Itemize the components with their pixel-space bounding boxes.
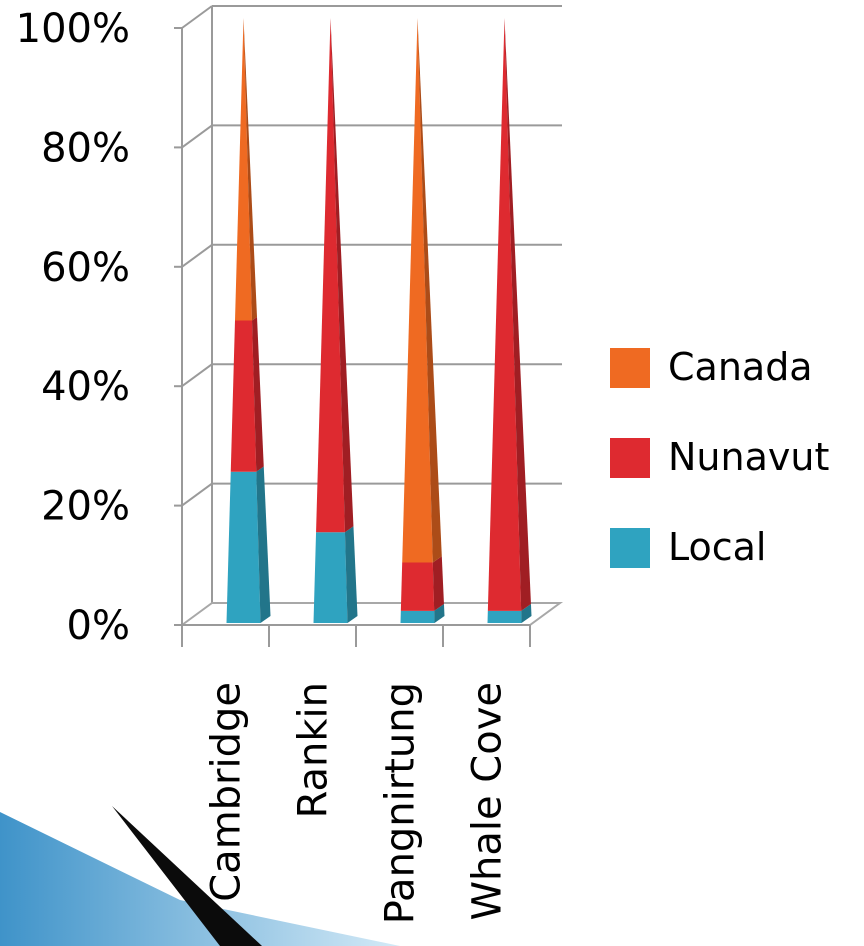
x-tick-label: Cambridge — [204, 682, 250, 902]
slide-corner-decoration — [0, 806, 400, 946]
bar-segment-canada — [402, 18, 433, 563]
bar-segment-local — [400, 610, 435, 623]
bar-segment-side-nunavut — [252, 317, 264, 472]
bar-segment-side-local — [521, 604, 532, 623]
bar-segment-side-local — [344, 526, 358, 623]
bar-segment-nunavut — [487, 18, 522, 611]
legend-item-local: Local — [610, 525, 767, 569]
y-tick-label: 20% — [41, 484, 130, 530]
legend-label: Nunavut — [668, 435, 829, 479]
bar-segment-side-nunavut — [432, 556, 444, 611]
legend-swatch — [610, 528, 650, 568]
bar-segment-side-nunavut — [330, 18, 354, 533]
bar-segment-side-nunavut — [504, 18, 531, 611]
y-tick-label: 80% — [41, 125, 130, 171]
y-tick-label: 40% — [41, 364, 130, 410]
gridline-diagonal — [181, 243, 213, 268]
bar-segment-side-canada — [417, 18, 442, 563]
legend-label: Local — [668, 525, 767, 569]
bar-segment-side-local — [434, 604, 445, 623]
legend-swatch — [610, 438, 650, 478]
legend: Canada Nunavut Local — [610, 345, 829, 569]
decor-wedge-dark — [112, 806, 262, 946]
bar-segment-side-local — [256, 466, 271, 623]
gridline-diagonal — [181, 363, 213, 388]
cone-cambridge — [226, 18, 271, 623]
bar-segment-local — [313, 532, 348, 623]
cone-whale-cove — [487, 18, 532, 623]
gridline-diagonal — [181, 124, 213, 149]
bar-segment-local — [487, 610, 522, 623]
x-tick-label: Whale Cove — [465, 682, 511, 921]
y-axis: 0% 20% 40% 60% 80% 100% — [16, 6, 183, 649]
legend-swatch — [610, 348, 650, 388]
decor-wedge-light — [0, 812, 400, 946]
bar-segment-side-canada — [243, 18, 257, 321]
bar-segment-nunavut — [400, 562, 435, 611]
legend-item-canada: Canada — [610, 345, 813, 389]
legend-item-nunavut: Nunavut — [610, 435, 829, 479]
x-axis: Cambridge Rankin Pangnirtung Whale Cove — [181, 624, 531, 924]
gridline-diagonal — [181, 482, 213, 507]
bar-segment-local — [226, 471, 261, 623]
bar-segment-nunavut — [230, 320, 257, 472]
bar-segment-canada — [235, 18, 252, 321]
y-tick-label: 100% — [16, 6, 130, 52]
x-tick-label: Rankin — [291, 682, 337, 818]
y-tick-label: 0% — [67, 603, 130, 649]
gridline-diagonal — [181, 5, 213, 29]
legend-label: Canada — [668, 345, 813, 389]
y-tick-label: 60% — [41, 245, 130, 291]
cone-bars — [226, 18, 532, 623]
cone-rankin — [313, 18, 358, 623]
x-tick-label: Pangnirtung — [378, 682, 424, 924]
bar-segment-nunavut — [316, 18, 345, 533]
cone-pangnirtung — [400, 18, 445, 623]
